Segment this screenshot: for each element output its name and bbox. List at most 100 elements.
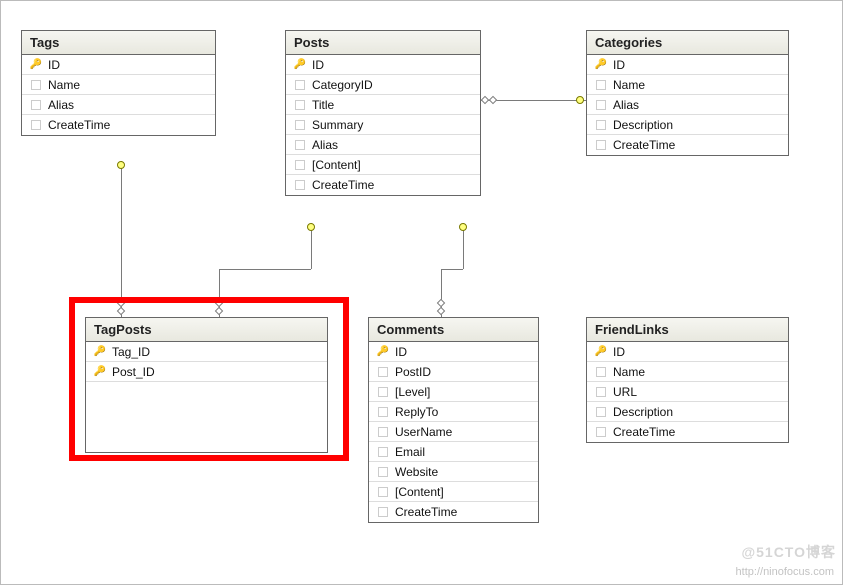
column-row[interactable]: Email xyxy=(369,442,538,462)
column-name: CreateTime xyxy=(46,117,110,133)
connector-endpoint-many-icon xyxy=(489,96,497,104)
blank-icon xyxy=(290,80,310,90)
blank-icon xyxy=(26,80,46,90)
column-name: Tag_ID xyxy=(110,344,150,360)
column-row[interactable]: Alias xyxy=(587,95,788,115)
column-name: ReplyTo xyxy=(393,404,438,420)
column-row[interactable]: CreateTime xyxy=(369,502,538,522)
blank-icon xyxy=(591,367,611,377)
column-name: CategoryID xyxy=(310,77,373,93)
connector-endpoint-many-icon xyxy=(437,307,445,315)
entity-comments[interactable]: Comments🔑IDPostID [Level] ReplyTo UserNameE… xyxy=(368,317,539,523)
column-row[interactable]: Summary xyxy=(286,115,480,135)
column-row[interactable]: CreateTime xyxy=(286,175,480,195)
column-row[interactable]: ReplyTo xyxy=(369,402,538,422)
entity-title: FriendLinks xyxy=(587,318,788,342)
key-icon: 🔑 xyxy=(90,344,110,360)
column-row[interactable]: CreateTime xyxy=(587,422,788,442)
connector-endpoint-key-icon xyxy=(307,223,315,231)
blank-icon xyxy=(290,180,310,190)
watermark-url: http://ninofocus.com xyxy=(736,566,834,578)
connector-endpoint-many-icon xyxy=(117,307,125,315)
column-row[interactable]: 🔑ID xyxy=(587,342,788,362)
column-row[interactable]: 🔑ID xyxy=(369,342,538,362)
entity-title: Tags xyxy=(22,31,215,55)
column-row[interactable]: Name xyxy=(22,75,215,95)
blank-icon xyxy=(373,467,393,477)
column-name: CreateTime xyxy=(310,177,374,193)
column-row[interactable]: Alias xyxy=(286,135,480,155)
column-row[interactable]: CategoryID xyxy=(286,75,480,95)
entity-categories[interactable]: Categories🔑IDNameAliasDescriptionCreateT… xyxy=(586,30,789,156)
blank-icon xyxy=(591,427,611,437)
column-name: Name xyxy=(611,77,645,93)
column-name: Description xyxy=(611,404,673,420)
blank-icon xyxy=(373,487,393,497)
column-row[interactable]: 🔑ID xyxy=(22,55,215,75)
column-name: ID xyxy=(611,344,625,360)
column-name: URL xyxy=(611,384,637,400)
column-row[interactable]: [Content] xyxy=(286,155,480,175)
blank-icon xyxy=(591,387,611,397)
blank-icon xyxy=(373,447,393,457)
entity-padding xyxy=(86,382,327,452)
column-name: [Content] xyxy=(393,484,444,500)
column-row[interactable]: PostID xyxy=(369,362,538,382)
entity-title: Posts xyxy=(286,31,480,55)
connector-line xyxy=(219,269,311,270)
column-row[interactable]: [Level] xyxy=(369,382,538,402)
watermark-text: @51CTO博客 xyxy=(741,542,836,562)
key-icon: 🔑 xyxy=(26,57,46,73)
blank-icon xyxy=(290,160,310,170)
column-row[interactable]: 🔑ID xyxy=(587,55,788,75)
blank-icon xyxy=(591,120,611,130)
column-row[interactable]: 🔑Post_ID xyxy=(86,362,327,382)
column-name: CreateTime xyxy=(611,424,675,440)
entity-tagposts[interactable]: TagPosts🔑Tag_ID🔑Post_ID xyxy=(85,317,328,453)
column-row[interactable]: Name xyxy=(587,75,788,95)
entity-title: TagPosts xyxy=(86,318,327,342)
column-row[interactable]: UserName xyxy=(369,422,538,442)
column-row[interactable]: 🔑ID xyxy=(286,55,480,75)
column-row[interactable]: [Content] xyxy=(369,482,538,502)
key-icon: 🔑 xyxy=(290,57,310,73)
column-name: Alias xyxy=(611,97,639,113)
column-name: Alias xyxy=(310,137,338,153)
connector-endpoint-key-icon xyxy=(576,96,584,104)
column-row[interactable]: URL xyxy=(587,382,788,402)
column-row[interactable]: Title xyxy=(286,95,480,115)
blank-icon xyxy=(26,120,46,130)
blank-icon xyxy=(290,100,310,110)
key-icon: 🔑 xyxy=(591,344,611,360)
blank-icon xyxy=(591,140,611,150)
connector-endpoint-key-icon xyxy=(117,161,125,169)
blank-icon xyxy=(26,100,46,110)
blank-icon xyxy=(373,367,393,377)
entity-tags[interactable]: Tags🔑IDNameAliasCreateTime xyxy=(21,30,216,136)
column-name: Summary xyxy=(310,117,363,133)
column-row[interactable]: Description xyxy=(587,402,788,422)
column-name: Alias xyxy=(46,97,74,113)
diagram-canvas: Tags🔑IDNameAliasCreateTimePosts🔑IDCatego… xyxy=(0,0,843,585)
column-row[interactable]: Website xyxy=(369,462,538,482)
key-icon: 🔑 xyxy=(591,57,611,73)
entity-friendlinks[interactable]: FriendLinks🔑IDNameURLDescriptionCreateTi… xyxy=(586,317,789,443)
column-row[interactable]: Description xyxy=(587,115,788,135)
column-row[interactable]: Name xyxy=(587,362,788,382)
column-name: CreateTime xyxy=(611,137,675,153)
column-name: Title xyxy=(310,97,334,113)
blank-icon xyxy=(290,140,310,150)
column-row[interactable]: CreateTime xyxy=(22,115,215,135)
entity-posts[interactable]: Posts🔑IDCategoryIDTitleSummaryAlias[Cont… xyxy=(285,30,481,196)
column-name: ID xyxy=(393,344,407,360)
column-row[interactable]: CreateTime xyxy=(587,135,788,155)
column-row[interactable]: Alias xyxy=(22,95,215,115)
entity-title: Comments xyxy=(369,318,538,342)
column-row[interactable]: 🔑Tag_ID xyxy=(86,342,327,362)
column-name: ID xyxy=(310,57,324,73)
blank-icon xyxy=(373,407,393,417)
connector-endpoint-key-icon xyxy=(459,223,467,231)
column-name: [Level] xyxy=(393,384,430,400)
column-name: ID xyxy=(46,57,60,73)
column-name: ID xyxy=(611,57,625,73)
